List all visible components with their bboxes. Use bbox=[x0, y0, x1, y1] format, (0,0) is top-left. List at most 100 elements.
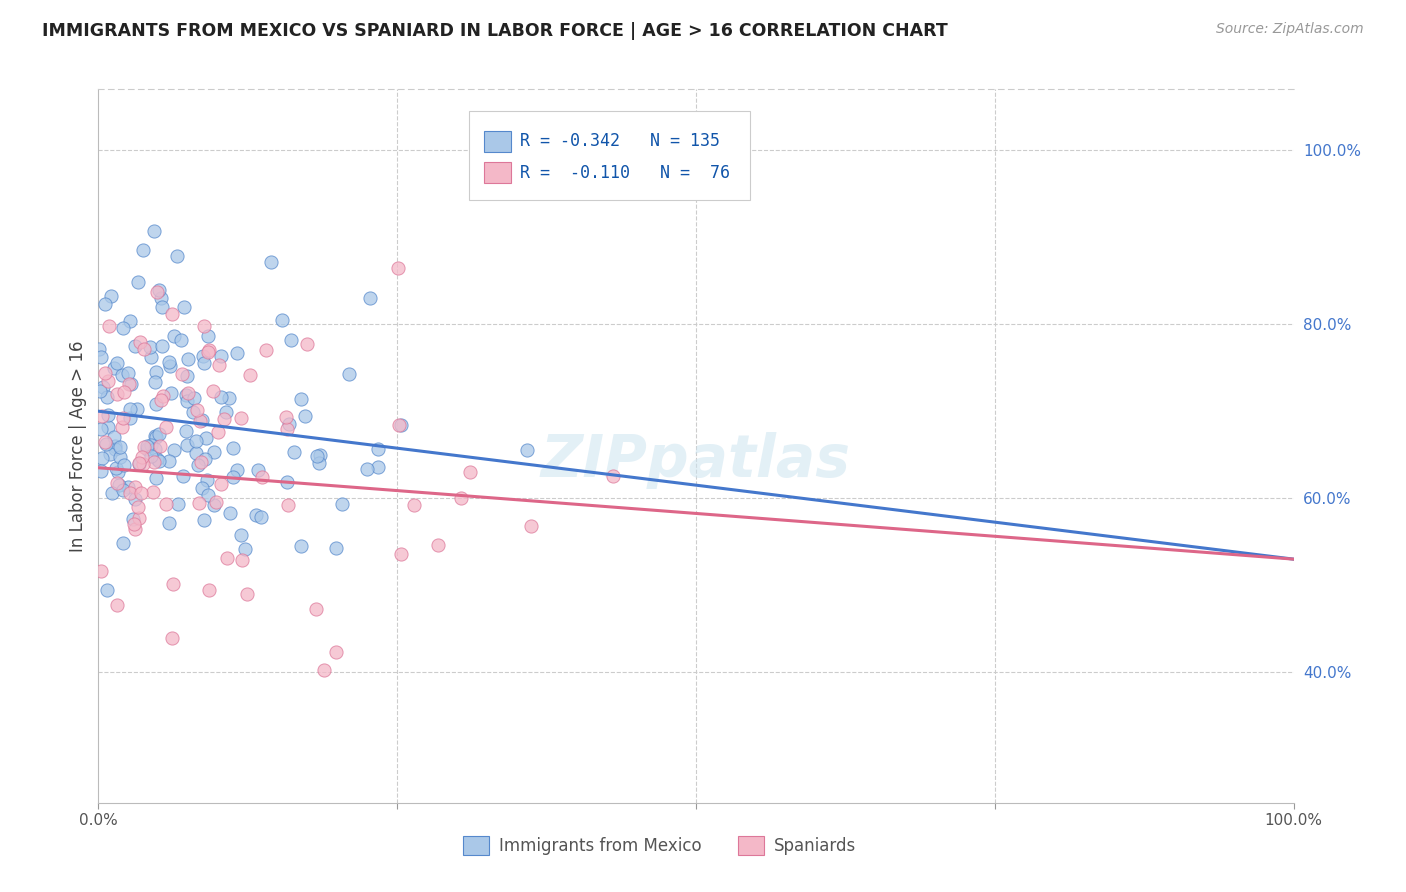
Point bbox=[143, 429, 166, 443]
Point bbox=[197, 329, 219, 343]
Point bbox=[450, 491, 472, 506]
Point bbox=[191, 482, 214, 496]
Point bbox=[176, 438, 198, 452]
Point bbox=[166, 249, 188, 263]
Point bbox=[152, 389, 174, 403]
Point bbox=[105, 386, 128, 401]
Point bbox=[131, 450, 153, 464]
Point bbox=[120, 486, 142, 500]
Point bbox=[167, 497, 190, 511]
Point bbox=[174, 388, 197, 402]
Point bbox=[193, 318, 215, 333]
Point bbox=[214, 411, 236, 425]
Point bbox=[157, 516, 180, 531]
Point bbox=[163, 329, 186, 343]
Point bbox=[193, 512, 215, 526]
Point bbox=[124, 339, 146, 353]
Point bbox=[367, 442, 389, 457]
Point bbox=[143, 224, 166, 238]
Point bbox=[218, 391, 240, 405]
Point bbox=[186, 434, 208, 449]
Point bbox=[157, 355, 180, 369]
Point bbox=[226, 463, 249, 477]
Point bbox=[103, 361, 125, 376]
Point bbox=[404, 498, 426, 512]
Text: R =  -0.110   N =  76: R = -0.110 N = 76 bbox=[520, 164, 730, 182]
Point bbox=[231, 411, 253, 425]
Point bbox=[146, 285, 169, 300]
Point bbox=[148, 454, 170, 468]
Point bbox=[388, 417, 411, 432]
Point bbox=[108, 478, 131, 492]
Point bbox=[117, 480, 139, 494]
Point bbox=[103, 430, 125, 444]
Point bbox=[290, 392, 312, 406]
Point bbox=[276, 475, 298, 490]
Point bbox=[162, 577, 184, 591]
Point bbox=[250, 470, 273, 484]
Point bbox=[96, 391, 118, 405]
Point bbox=[208, 358, 231, 372]
Point bbox=[118, 376, 141, 391]
Point bbox=[177, 352, 200, 367]
Point bbox=[209, 390, 232, 404]
Point bbox=[389, 548, 412, 562]
Point bbox=[176, 424, 198, 438]
Point bbox=[94, 437, 117, 451]
Point bbox=[290, 540, 312, 554]
Point bbox=[387, 260, 409, 275]
Point bbox=[283, 444, 305, 458]
Point bbox=[148, 283, 170, 297]
Point bbox=[176, 386, 198, 401]
Point bbox=[105, 355, 128, 369]
Point bbox=[124, 480, 146, 494]
Point bbox=[294, 409, 316, 424]
FancyBboxPatch shape bbox=[738, 837, 763, 855]
Point bbox=[233, 541, 256, 556]
Point bbox=[163, 443, 186, 458]
Point bbox=[90, 564, 112, 578]
Point bbox=[197, 345, 219, 359]
Point bbox=[183, 391, 205, 405]
Point bbox=[129, 486, 152, 500]
Point bbox=[145, 365, 167, 379]
Text: Spaniards: Spaniards bbox=[773, 837, 856, 855]
Point bbox=[231, 552, 253, 566]
Point bbox=[124, 492, 146, 507]
Point bbox=[148, 439, 170, 453]
Text: IMMIGRANTS FROM MEXICO VS SPANIARD IN LABOR FORCE | AGE > 16 CORRELATION CHART: IMMIGRANTS FROM MEXICO VS SPANIARD IN LA… bbox=[42, 22, 948, 40]
Point bbox=[157, 453, 180, 467]
Point bbox=[155, 419, 177, 434]
Point bbox=[112, 458, 135, 472]
Point bbox=[145, 470, 167, 484]
Text: Source: ZipAtlas.com: Source: ZipAtlas.com bbox=[1216, 22, 1364, 37]
Point bbox=[259, 255, 281, 269]
Point bbox=[104, 442, 127, 457]
Point bbox=[127, 500, 149, 515]
Point bbox=[141, 438, 163, 452]
Point bbox=[145, 397, 167, 411]
Point bbox=[278, 417, 301, 431]
Point bbox=[120, 314, 142, 328]
Point bbox=[97, 374, 120, 388]
Point bbox=[108, 440, 131, 454]
Point bbox=[117, 366, 139, 380]
Point bbox=[134, 342, 156, 356]
FancyBboxPatch shape bbox=[470, 111, 749, 200]
Point bbox=[149, 291, 172, 305]
Point bbox=[143, 455, 166, 469]
Point bbox=[176, 369, 198, 384]
Point bbox=[122, 517, 145, 532]
Point bbox=[111, 411, 134, 425]
Point bbox=[104, 460, 127, 475]
Point bbox=[215, 551, 238, 566]
Point bbox=[222, 470, 245, 484]
Point bbox=[139, 340, 162, 354]
Point bbox=[90, 350, 112, 364]
Point bbox=[118, 401, 141, 416]
Point bbox=[150, 300, 173, 314]
Point bbox=[170, 368, 193, 382]
Point bbox=[226, 346, 249, 360]
Point bbox=[197, 488, 219, 502]
Point bbox=[229, 528, 252, 542]
